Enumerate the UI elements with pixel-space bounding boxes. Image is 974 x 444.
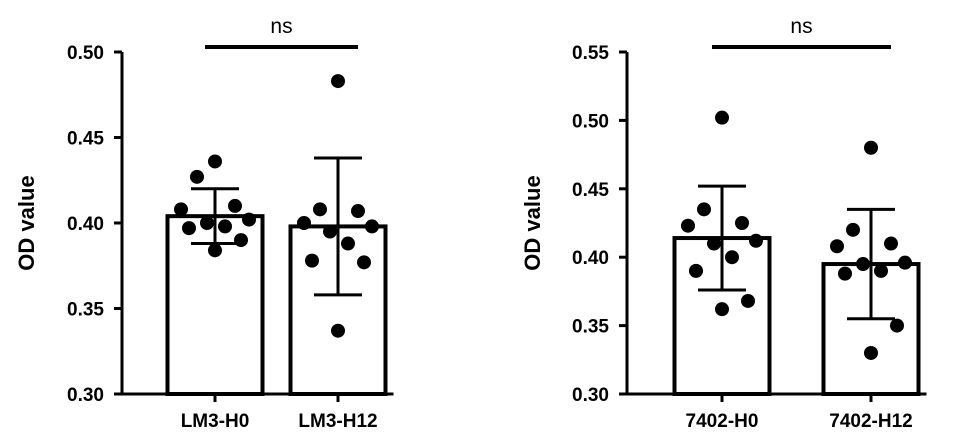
- data-point: [208, 243, 222, 258]
- data-point: [208, 154, 222, 169]
- chart-panel-right: 0.30 0.35 0.40 0.45 0.50 0.55 OD value 7402-H0 7…: [520, 15, 927, 432]
- y-tick-label: 0.40: [67, 214, 104, 235]
- data-point: [200, 216, 214, 230]
- data-point: [218, 219, 232, 234]
- data-point: [313, 202, 327, 217]
- data-point: [341, 236, 355, 251]
- y-tick-label: 0.50: [67, 43, 104, 64]
- y-tick-label: 0.35: [572, 317, 609, 338]
- data-point: [323, 224, 337, 239]
- data-point: [697, 202, 711, 217]
- data-point: [838, 266, 852, 281]
- y-axis-label: OD value: [14, 175, 39, 270]
- data-point: [846, 222, 860, 237]
- data-point: [874, 263, 888, 278]
- data-point: [707, 236, 721, 251]
- y-tick-label: 0.50: [572, 111, 609, 132]
- data-point: [331, 323, 345, 338]
- data-point: [864, 345, 878, 360]
- data-point: [331, 74, 345, 89]
- data-point: [715, 302, 729, 317]
- data-point: [749, 233, 763, 248]
- data-point: [234, 233, 248, 248]
- y-tick-label: 0.55: [572, 43, 609, 64]
- chart-panel-left: 0.30 0.35 0.40 0.45 0.50 OD value LM3-H0 LM3-H1…: [14, 15, 394, 432]
- data-point: [884, 236, 898, 251]
- data-point: [735, 216, 749, 230]
- data-point: [190, 169, 204, 184]
- data-point: [741, 293, 755, 308]
- x-tick-label: 7402-H12: [829, 411, 912, 432]
- x-tick-label: 7402-H0: [686, 411, 759, 432]
- data-point: [242, 212, 256, 227]
- x-tick-label: LM3-H0: [181, 411, 250, 432]
- data-point: [351, 204, 365, 219]
- data-point: [305, 253, 319, 268]
- data-point: [681, 218, 695, 233]
- data-point: [898, 255, 912, 270]
- data-point: [228, 198, 242, 213]
- y-tick-label: 0.30: [67, 385, 104, 406]
- data-point: [830, 239, 844, 254]
- data-point: [864, 140, 878, 155]
- data-point: [174, 202, 188, 217]
- significance-label: ns: [270, 15, 292, 38]
- significance-label: ns: [790, 15, 812, 38]
- data-point: [689, 263, 703, 278]
- data-point: [182, 221, 196, 236]
- data-point: [357, 255, 371, 270]
- data-point: [297, 216, 311, 230]
- y-tick-label: 0.35: [67, 300, 104, 321]
- data-point: [856, 257, 870, 272]
- data-point: [365, 219, 379, 234]
- y-tick-label: 0.40: [572, 248, 609, 269]
- x-tick-label: LM3-H12: [298, 411, 377, 432]
- y-axis-label: OD value: [520, 175, 545, 270]
- y-tick-label: 0.45: [572, 180, 609, 201]
- y-tick-label: 0.30: [572, 385, 609, 406]
- data-point: [890, 318, 904, 333]
- data-point: [725, 250, 739, 265]
- y-tick-label: 0.45: [67, 129, 104, 150]
- data-point: [715, 110, 729, 125]
